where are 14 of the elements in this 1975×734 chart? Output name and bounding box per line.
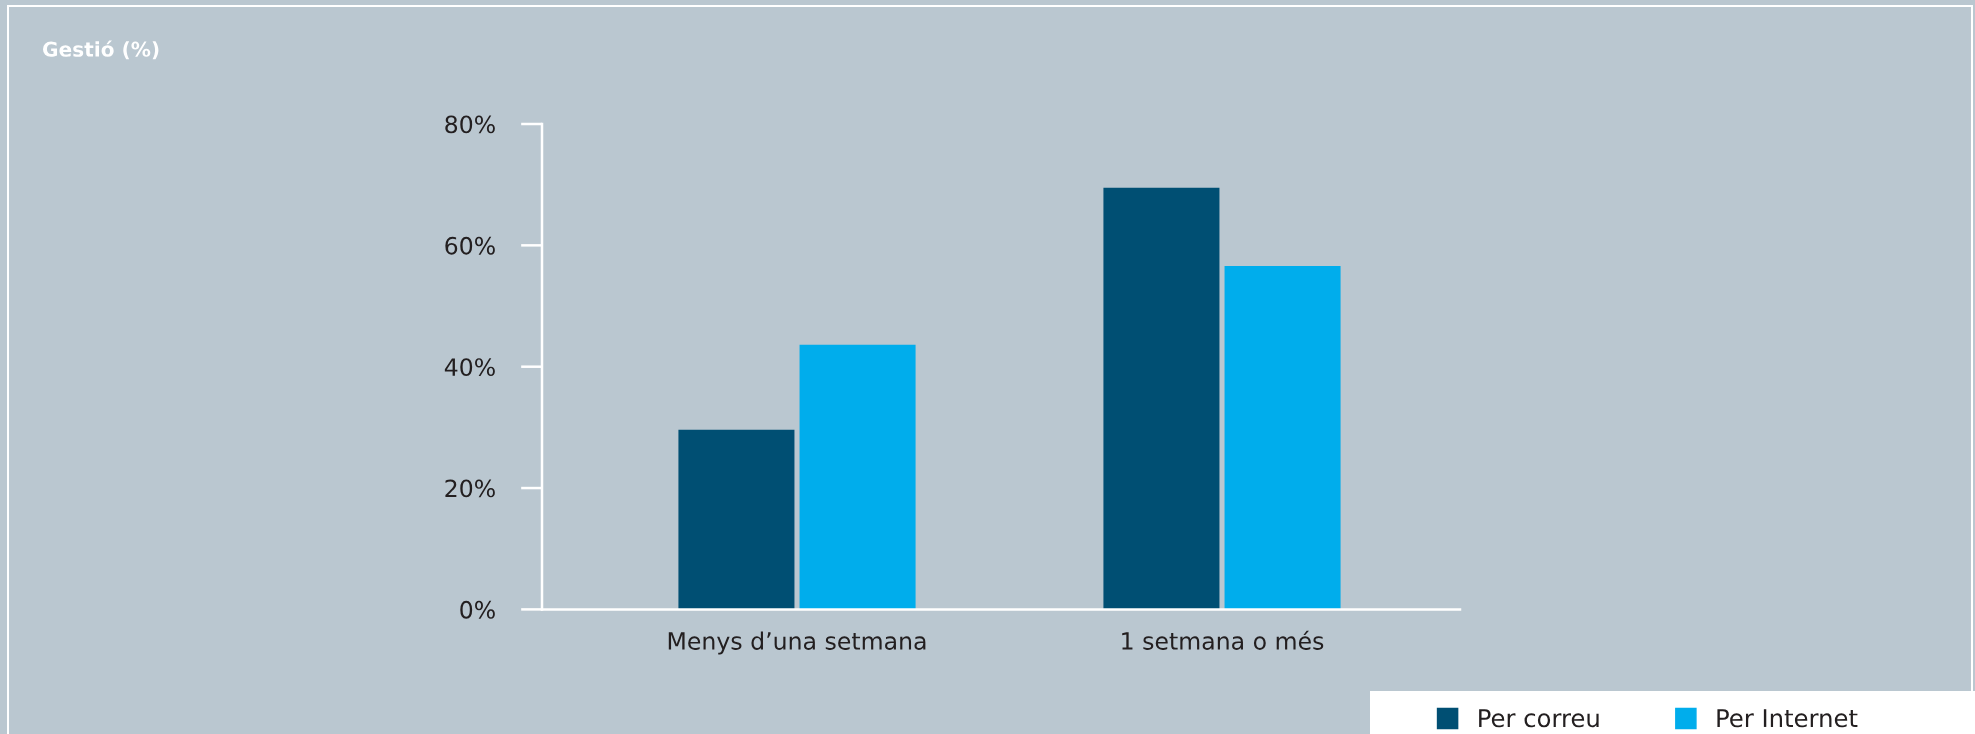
y-tick-label: 60% xyxy=(445,236,495,255)
legend-label: Per Internet xyxy=(1717,709,1858,728)
legend-label: Per correu xyxy=(1479,709,1599,728)
y-tick-label: 20% xyxy=(445,479,495,498)
text: Gestió (%) xyxy=(43,40,159,60)
bar xyxy=(678,429,795,610)
bar xyxy=(1224,265,1341,610)
x-tick-label: Menys d’una setmana xyxy=(668,631,926,655)
y-tick-label: 40% xyxy=(444,358,495,377)
x-tick-label: 1 setmana o més xyxy=(1122,630,1324,650)
y-tick-label: 0% xyxy=(460,600,495,619)
bar xyxy=(1103,187,1220,610)
y-tick-label: 80% xyxy=(445,115,495,134)
bar xyxy=(799,344,916,610)
